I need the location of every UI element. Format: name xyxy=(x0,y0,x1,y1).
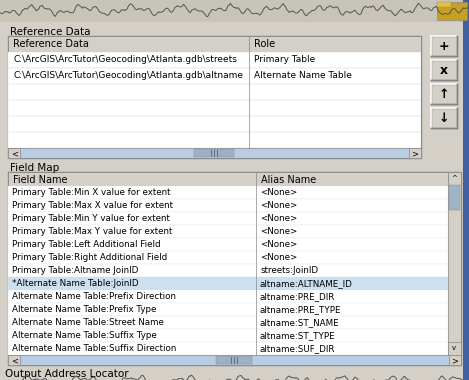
Bar xyxy=(431,84,457,104)
Bar xyxy=(8,68,421,84)
Text: Primary Table:Max Y value for extent: Primary Table:Max Y value for extent xyxy=(12,227,173,236)
Bar xyxy=(8,100,421,116)
Bar xyxy=(448,342,461,355)
Text: Alternate Name Table:Suffix Type: Alternate Name Table:Suffix Type xyxy=(12,331,157,340)
Text: Primary Table:Altname JoinID: Primary Table:Altname JoinID xyxy=(12,266,138,275)
Text: Alternate Name Table:Prefix Direction: Alternate Name Table:Prefix Direction xyxy=(12,292,176,301)
Bar xyxy=(8,36,421,158)
Bar xyxy=(431,108,457,128)
Text: v: v xyxy=(452,345,456,351)
Bar xyxy=(448,172,461,355)
Text: altname:ST_TYPE: altname:ST_TYPE xyxy=(260,331,336,340)
Text: >: > xyxy=(411,149,418,158)
Bar xyxy=(463,0,469,380)
Bar xyxy=(8,316,448,329)
Text: Reference Data: Reference Data xyxy=(10,27,91,37)
Bar xyxy=(431,36,457,56)
Text: Output Address Locator: Output Address Locator xyxy=(5,369,129,379)
Bar xyxy=(8,172,448,186)
Bar xyxy=(8,355,461,365)
Text: C:\ArcGIS\ArcTutor\Geocoding\Atlanta.gdb\streets: C:\ArcGIS\ArcTutor\Geocoding\Atlanta.gdb… xyxy=(13,55,237,64)
Bar xyxy=(8,116,421,132)
Text: Role: Role xyxy=(254,39,275,49)
Bar xyxy=(194,149,234,157)
Text: +: + xyxy=(439,40,449,52)
Bar xyxy=(8,225,448,238)
Text: altname:PRE_DIR: altname:PRE_DIR xyxy=(260,292,335,301)
Bar xyxy=(8,132,421,148)
Text: <None>: <None> xyxy=(260,201,297,210)
Text: ↓: ↓ xyxy=(439,111,449,125)
Bar xyxy=(431,60,457,80)
Text: ↑: ↑ xyxy=(439,87,449,100)
Text: Alternate Name Table:Suffix Direction: Alternate Name Table:Suffix Direction xyxy=(12,344,176,353)
Text: Field Map: Field Map xyxy=(10,163,59,173)
Bar xyxy=(8,84,421,100)
Bar xyxy=(449,185,460,210)
Bar xyxy=(8,172,461,365)
Bar xyxy=(448,172,461,185)
Text: Alternate Name Table:Prefix Type: Alternate Name Table:Prefix Type xyxy=(12,305,156,314)
Text: Field Name: Field Name xyxy=(13,175,68,185)
Text: <None>: <None> xyxy=(260,214,297,223)
Text: ^: ^ xyxy=(451,175,457,181)
Text: altname:SUF_DIR: altname:SUF_DIR xyxy=(260,344,335,353)
Bar xyxy=(8,148,20,158)
Bar xyxy=(8,148,421,158)
Bar xyxy=(409,148,421,158)
Text: >: > xyxy=(451,356,458,365)
Bar xyxy=(8,186,448,199)
Bar xyxy=(437,2,467,20)
Bar xyxy=(216,356,252,364)
Bar xyxy=(8,251,448,264)
Bar xyxy=(437,2,451,7)
Text: C:\ArcGIS\ArcTutor\Geocoding\Atlanta.gdb\altname: C:\ArcGIS\ArcTutor\Geocoding\Atlanta.gdb… xyxy=(13,71,243,80)
Text: <None>: <None> xyxy=(260,188,297,197)
Text: Primary Table: Primary Table xyxy=(254,55,315,64)
Text: Primary Table:Left Additional Field: Primary Table:Left Additional Field xyxy=(12,240,160,249)
Bar xyxy=(0,0,469,22)
Text: <None>: <None> xyxy=(260,240,297,249)
Bar xyxy=(8,277,448,290)
Text: Alias Name: Alias Name xyxy=(261,175,316,185)
Text: altname:ALTNAME_ID: altname:ALTNAME_ID xyxy=(260,279,353,288)
Text: *Alternate Name Table:JoinID: *Alternate Name Table:JoinID xyxy=(12,279,139,288)
Bar xyxy=(8,199,448,212)
Bar xyxy=(8,212,448,225)
Text: altname:PRE_TYPE: altname:PRE_TYPE xyxy=(260,305,341,314)
Text: <None>: <None> xyxy=(260,253,297,262)
Bar xyxy=(8,264,448,277)
Text: Primary Table:Min X value for extent: Primary Table:Min X value for extent xyxy=(12,188,171,197)
Text: <: < xyxy=(11,356,18,365)
Bar xyxy=(8,238,448,251)
Bar xyxy=(8,329,448,342)
Text: Primary Table:Max X value for extent: Primary Table:Max X value for extent xyxy=(12,201,173,210)
Text: Reference Data: Reference Data xyxy=(13,39,89,49)
Text: altname:ST_NAME: altname:ST_NAME xyxy=(260,318,340,327)
Text: Alternate Name Table: Alternate Name Table xyxy=(254,71,352,80)
Text: Primary Table:Right Additional Field: Primary Table:Right Additional Field xyxy=(12,253,167,262)
Bar xyxy=(449,355,461,365)
Text: Alternate Name Table:Street Name: Alternate Name Table:Street Name xyxy=(12,318,164,327)
Bar xyxy=(8,36,421,52)
Text: <: < xyxy=(11,149,18,158)
Bar xyxy=(8,303,448,316)
Bar xyxy=(8,355,20,365)
Text: Primary Table:Min Y value for extent: Primary Table:Min Y value for extent xyxy=(12,214,170,223)
Text: streets:JoinID: streets:JoinID xyxy=(260,266,318,275)
Text: x: x xyxy=(440,63,448,76)
Text: <None>: <None> xyxy=(260,227,297,236)
Bar xyxy=(8,290,448,303)
Bar xyxy=(8,52,421,68)
Bar xyxy=(8,342,448,355)
